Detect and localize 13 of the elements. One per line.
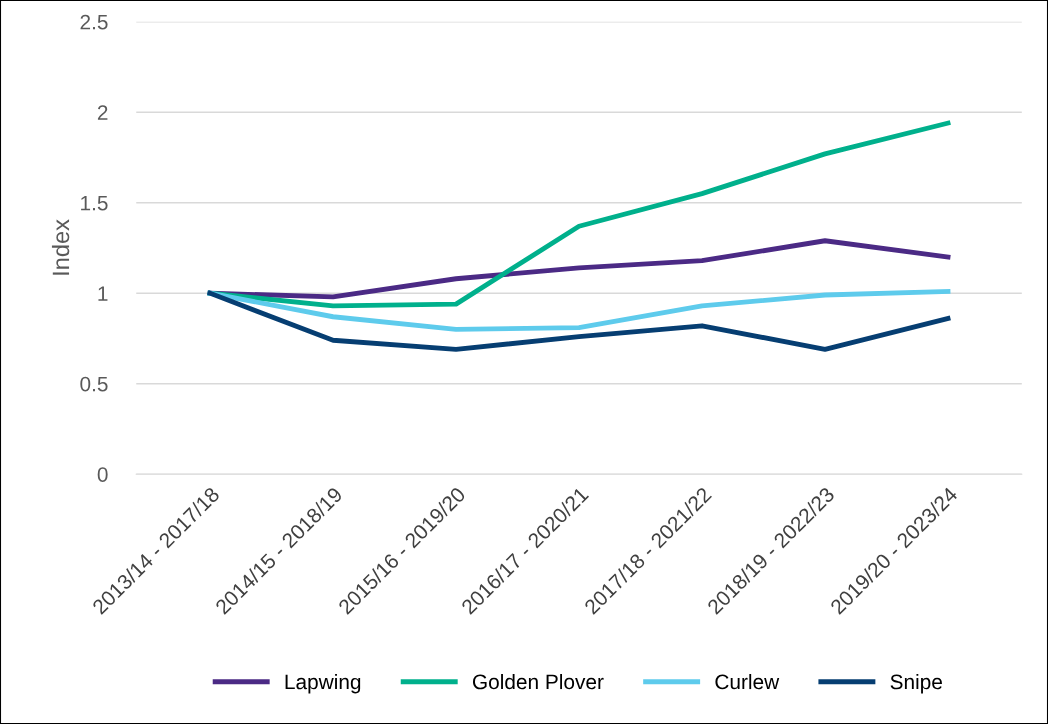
y-tick-label: 1.5 [81, 195, 108, 211]
legend-label: Snipe [890, 673, 942, 694]
legend-label: Golden Plover [472, 673, 604, 690]
y-tick-label: 2.5 [80, 14, 108, 30]
legend-label: Curlew [715, 673, 780, 690]
legend-label: Lapwing [285, 673, 361, 694]
line-series [207, 238, 951, 300]
y-tick-label: 0 [97, 467, 108, 482]
y-tick-label: 2 [97, 105, 108, 120]
y-axis-title: Index [51, 219, 70, 275]
y-tick-label: 1 [98, 286, 108, 301]
line-series [207, 290, 951, 352]
y-tick-label: 0.5 [80, 376, 108, 392]
